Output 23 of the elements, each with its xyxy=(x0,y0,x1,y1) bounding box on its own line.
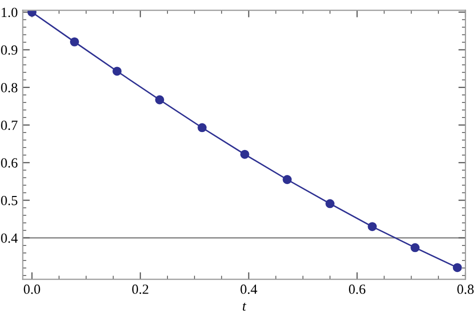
point xyxy=(240,150,250,159)
x-tick-label: 0.0 xyxy=(24,284,40,294)
y-tick-label: 0.6 xyxy=(1,158,18,168)
point xyxy=(368,222,377,232)
point xyxy=(70,37,80,46)
x-tick-label: 0.2 xyxy=(132,284,148,294)
point xyxy=(325,199,335,208)
point xyxy=(155,95,164,104)
y-tick-label: 0.5 xyxy=(1,196,18,206)
y-tick-label: 0.9 xyxy=(1,45,18,55)
y-tick-label: 1.0 xyxy=(2,8,18,18)
y-tick-label: 0.7 xyxy=(1,120,18,130)
point xyxy=(112,66,122,76)
point xyxy=(410,243,420,252)
x-tick-label: 0.8 xyxy=(457,284,474,294)
point xyxy=(452,263,462,272)
y-tick-label: 0.8 xyxy=(1,82,18,92)
x-tick-label: 0.4 xyxy=(240,284,258,294)
point xyxy=(198,123,207,132)
x-tick-label: 0.6 xyxy=(348,284,366,294)
y-tick-label: 0.4 xyxy=(1,233,18,243)
x-axis-title: t xyxy=(242,302,246,311)
point xyxy=(282,175,292,184)
